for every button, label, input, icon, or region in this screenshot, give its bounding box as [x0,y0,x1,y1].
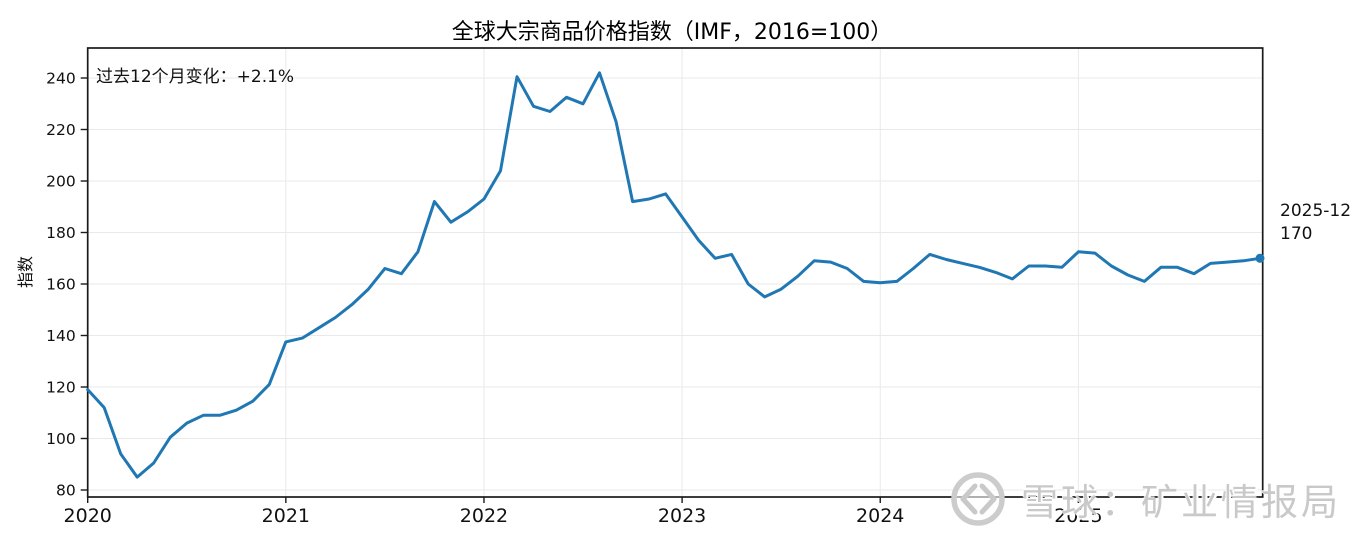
x-tick-label: 2022 [460,505,508,527]
x-tick-label: 2023 [658,505,706,527]
y-axis-label: 指数 [16,255,35,289]
twelve-month-change-annotation: 过去12个月变化：+2.1% [96,67,295,87]
y-tick-label: 220 [46,121,76,139]
y-tick-label: 120 [46,379,76,397]
plot-border [86,47,1264,498]
x-tick-label: 2020 [64,505,112,527]
y-tick-label: 180 [46,224,76,242]
y-tick-label: 200 [46,173,76,191]
y-tick-label: 80 [56,482,76,500]
x-tick-label: 2024 [856,505,904,527]
y-tick-label: 240 [46,70,76,88]
x-tick-label: 2025 [1054,505,1102,527]
price-line [86,71,1262,479]
chart-title: 全球大宗商品价格指数（IMF，2016=100） [451,20,893,45]
y-tick-label: 100 [46,430,76,448]
x-tick-label: 2021 [262,505,310,527]
y-tick-label: 140 [46,327,76,345]
y-tick-label: 160 [46,276,76,294]
last-point-date: 2025-12 [1280,201,1352,221]
last-point-value: 170 [1280,224,1313,244]
last-point-marker [1255,253,1265,263]
last-point-label: 2025-12 170 [1280,200,1351,246]
